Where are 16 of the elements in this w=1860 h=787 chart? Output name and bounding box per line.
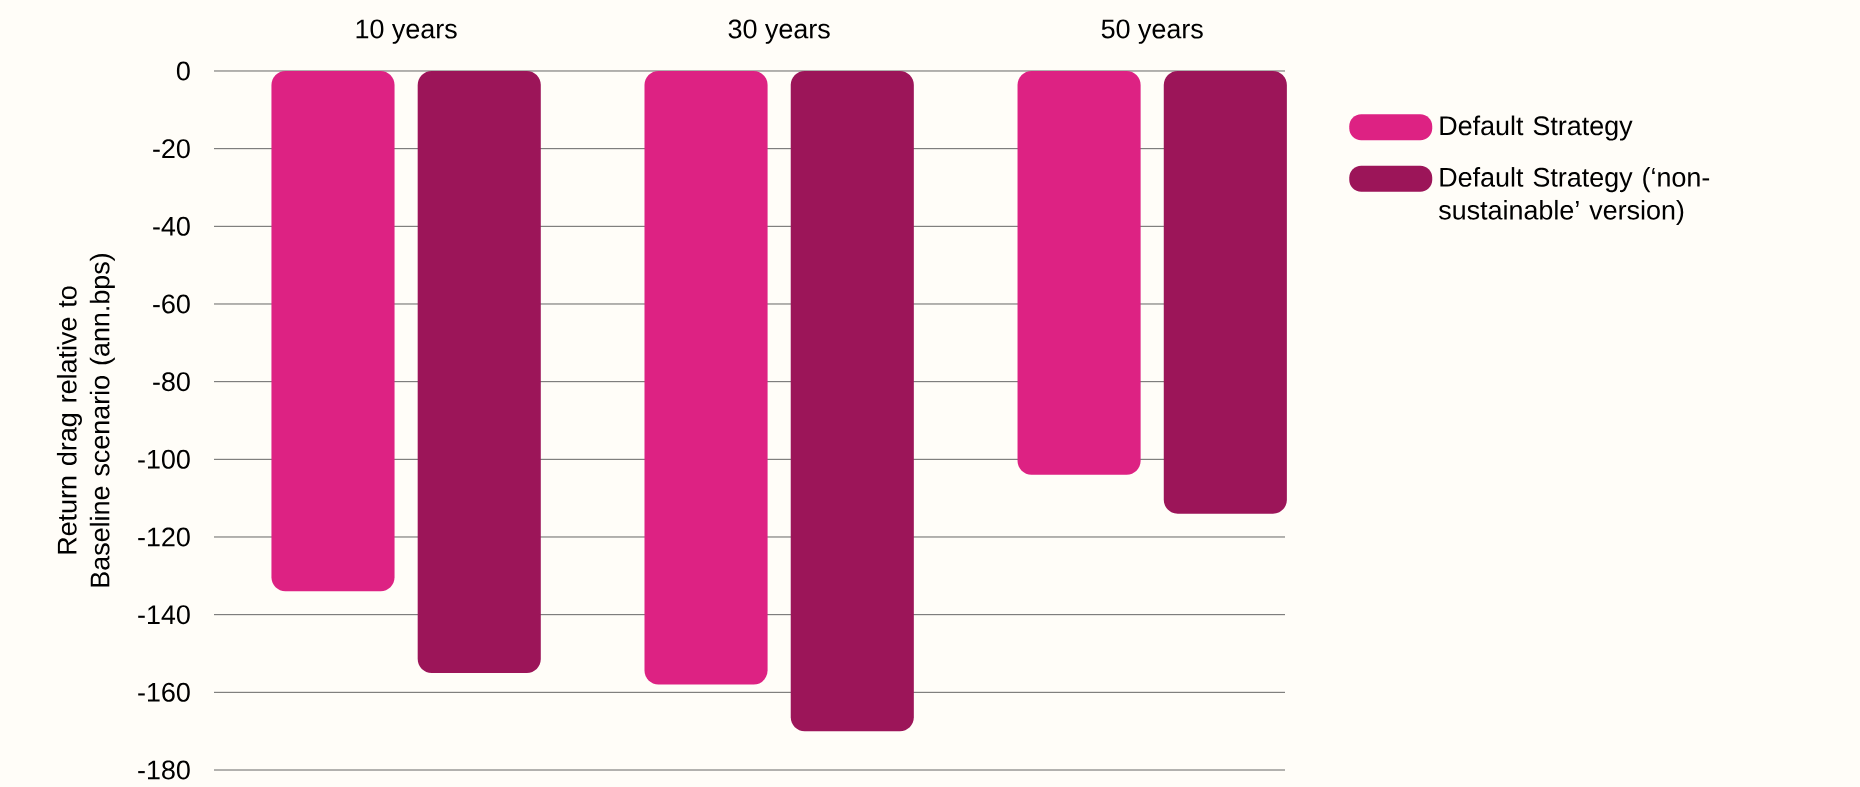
y-tick-label: -100 (138, 449, 190, 469)
y-tick-label: -40 (153, 216, 190, 236)
y-tick-label: -20 (153, 139, 190, 159)
y-tick-label: -120 (138, 527, 190, 547)
y-tick-label: -160 (138, 682, 190, 702)
y-tick-label: -80 (153, 372, 190, 392)
y-tick-label: -140 (138, 605, 190, 625)
legend-label: Default Strategy (1440, 115, 1633, 141)
y-tick-label: -180 (138, 760, 190, 780)
y-tick-label: 0 (176, 61, 190, 81)
y-axis-title: Return drag relative to Baseline scenario (ann.bps) (56, 254, 115, 587)
x-tick-label: 50 years (1101, 19, 1203, 44)
x-tick-label: 10 years (356, 19, 457, 44)
x-tick-label: 30 years (728, 19, 830, 44)
y-tick-label: -60 (153, 294, 190, 314)
legend-label: Default Strategy (‘non-sustainable’ version) (1438, 167, 1710, 226)
